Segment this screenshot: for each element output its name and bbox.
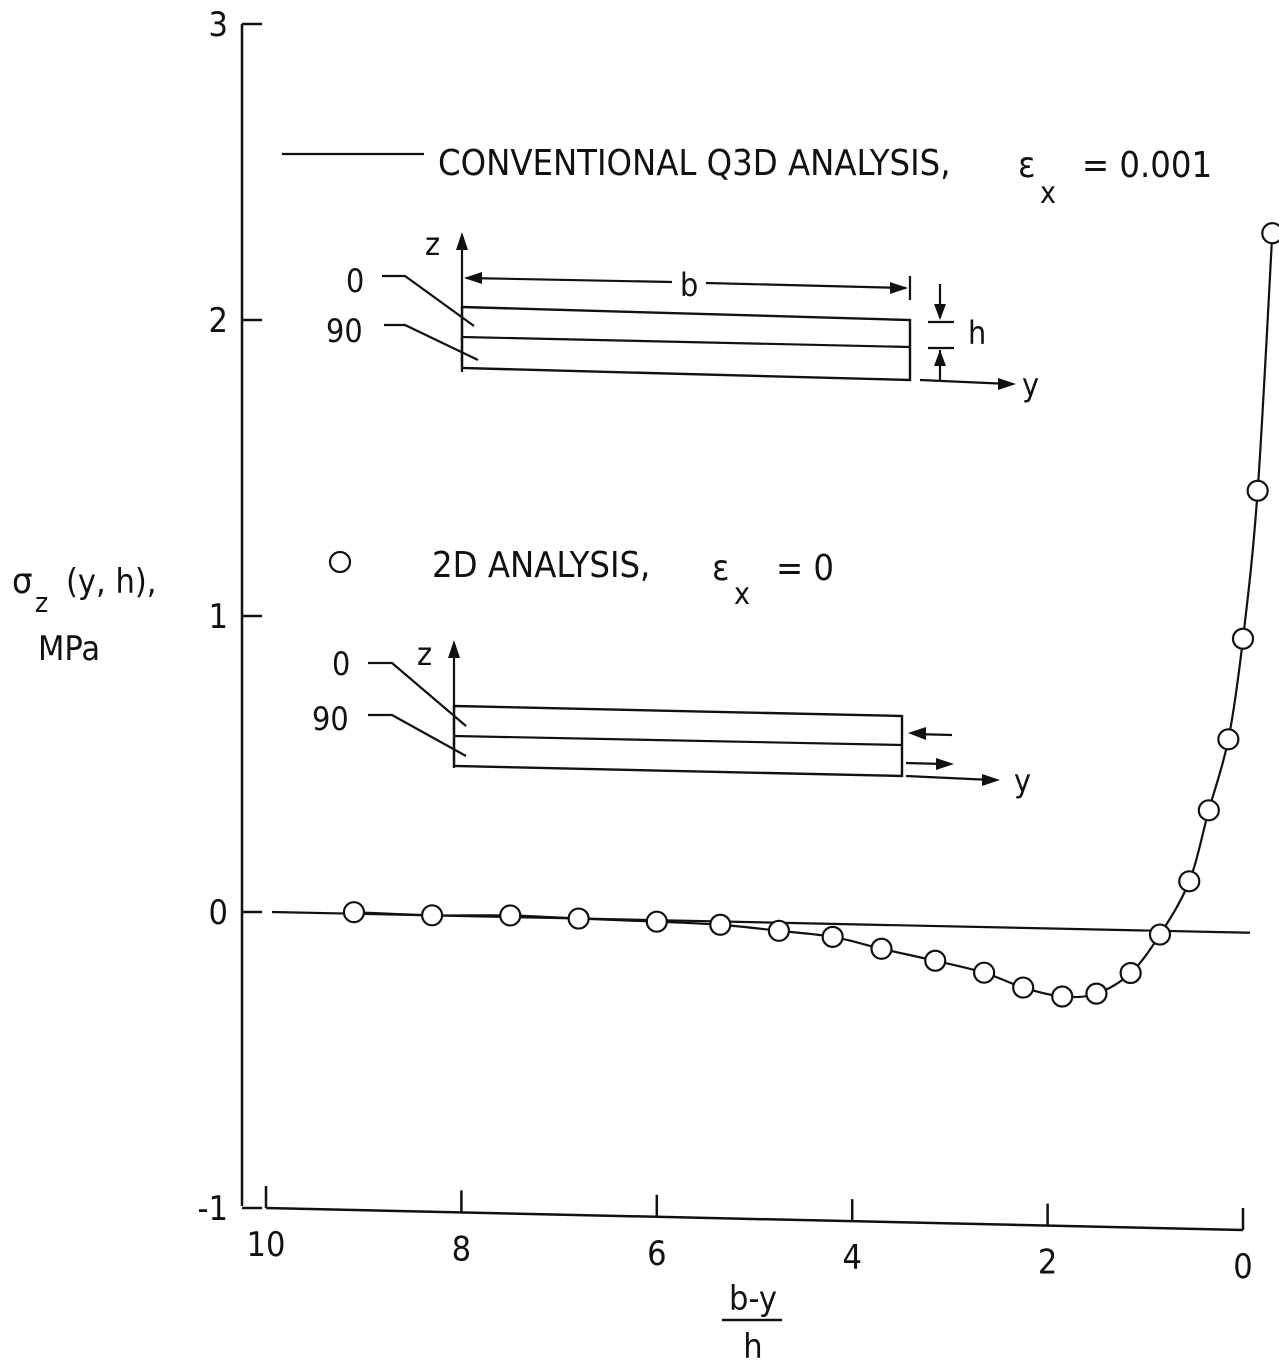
2d-series-point xyxy=(1178,870,1201,893)
inset-top-b-label: b xyxy=(680,266,698,304)
x-tick-label: 6 xyxy=(647,1234,666,1274)
inset-top-ply-0-leader xyxy=(382,274,475,327)
legend-circle-eps-sub: x xyxy=(734,577,750,612)
x-tick-label: 0 xyxy=(1233,1247,1252,1287)
y-label-unit: MPa xyxy=(38,629,100,669)
x-tick-label: 2 xyxy=(1038,1243,1057,1283)
inset-top-b-arrow-left xyxy=(464,272,482,284)
x-axis-label: b-y h xyxy=(722,1279,782,1363)
inset-top-b-dim-right xyxy=(705,281,907,290)
2d-series-point xyxy=(499,904,522,927)
inset-bottom-ply-0-leader xyxy=(368,661,467,727)
legend-circle-entry: 2D ANALYSIS, ε x = 0 xyxy=(328,545,834,612)
2d-series-point xyxy=(709,913,732,936)
inset-bottom-z-arrowhead xyxy=(448,640,460,658)
inset-bottom-y-arrowhead xyxy=(982,774,1000,786)
2d-series-point xyxy=(1012,976,1035,999)
y-tick-label: 0 xyxy=(209,893,228,933)
inset-top-b-dim-left xyxy=(465,276,673,284)
inset-top-b-arrow-right xyxy=(890,282,908,294)
2d-series-line xyxy=(353,233,1274,999)
2d-series-point xyxy=(870,937,893,960)
y-label-sigma: σ xyxy=(12,561,33,602)
y-tick-label: 1 xyxy=(209,597,228,637)
inset-bottom-ply-90-label: 90 xyxy=(312,700,349,738)
legend-line-eps-value: = 0.001 xyxy=(1082,145,1212,186)
inset-top-ply-90-label: 90 xyxy=(326,312,363,350)
inset-top-y-label: y xyxy=(1022,366,1039,404)
x-label-numerator: b-y xyxy=(729,1279,777,1319)
inset-top-ply-90-leader xyxy=(384,323,479,361)
2d-series-point xyxy=(1148,923,1172,946)
legend-circle-label: 2D ANALYSIS, xyxy=(432,545,650,586)
inset-bottom-ply-90-leader xyxy=(368,713,467,757)
legend-line-eps-sub: x xyxy=(1040,176,1056,211)
2d-series-point xyxy=(1197,799,1220,822)
2d-series-point xyxy=(567,907,590,930)
2d-series-point xyxy=(645,910,668,933)
y-ticks: 3 2 1 0 -1 xyxy=(198,5,262,1229)
2d-series-point xyxy=(767,919,791,942)
inset-bottom-ply-boundary xyxy=(453,734,903,747)
inset-top-h-arrow-top xyxy=(934,304,946,320)
inset-bottom-y-label: y xyxy=(1014,762,1031,800)
legend-circle-eps: ε xyxy=(712,548,730,589)
legend-circle-eps-value: = 0 xyxy=(776,548,834,589)
x-tick-label: 8 xyxy=(452,1229,471,1269)
inset-top-ply-boundary xyxy=(461,335,911,349)
y-tick-label: -1 xyxy=(198,1189,229,1229)
2d-series-point xyxy=(972,961,996,984)
inset-bottom-y-axis xyxy=(905,774,993,782)
y-axis-label: σ z (y, h), MPa xyxy=(12,561,157,669)
legend-line-entry: CONVENTIONAL Q3D ANALYSIS, ε x = 0.001 xyxy=(282,143,1212,211)
x-ticks: 10 8 6 4 2 0 xyxy=(247,1186,1253,1287)
legend-line-eps: ε xyxy=(1018,145,1036,186)
x-tick-label: 4 xyxy=(842,1238,861,1278)
inset-top-y-arrowhead xyxy=(998,378,1016,390)
2d-series-point xyxy=(1246,479,1269,502)
2d-series-point xyxy=(1231,627,1255,650)
inset-top-h-label: h xyxy=(968,314,986,352)
legend-line-label: CONVENTIONAL Q3D ANALYSIS, xyxy=(438,143,951,184)
2d-series-point xyxy=(1217,728,1240,751)
2d-series-point xyxy=(1051,985,1074,1008)
inset-top-h-arrow-bottom xyxy=(934,350,946,366)
inset-top-y-axis xyxy=(919,378,1011,386)
y-label-args: (y, h), xyxy=(66,562,157,602)
inset-bottom-z-label: z xyxy=(417,635,432,673)
2d-series-point xyxy=(1261,222,1279,245)
series-group xyxy=(271,222,1279,1008)
inset-bottom-diagram: z y 0 90 xyxy=(312,635,1031,800)
2d-series-point xyxy=(821,925,844,948)
2d-series-point xyxy=(1085,982,1108,1005)
inset-top-ply-0-label: 0 xyxy=(346,262,364,300)
inset-bottom-laminate xyxy=(452,704,904,778)
inset-top-diagram: z b h y 0 90 xyxy=(326,225,1039,404)
x-axis-line xyxy=(265,1206,1244,1232)
2d-series-point xyxy=(342,901,366,924)
inset-top-laminate xyxy=(460,305,912,382)
x-tick-label: 10 xyxy=(247,1225,286,1265)
2d-series-point xyxy=(924,949,947,972)
y-tick-label: 3 xyxy=(209,5,228,45)
inset-bottom-ply-0-label: 0 xyxy=(332,645,350,683)
inset-bottom-edge-arrowhead-top xyxy=(908,727,926,740)
2d-series-point xyxy=(1119,961,1142,985)
inset-bottom-edge-arrowhead-bottom xyxy=(936,758,954,770)
legend-circle-swatch xyxy=(328,550,352,574)
y-tick-label: 2 xyxy=(209,301,228,341)
x-label-denominator: h xyxy=(743,1327,762,1363)
y-label-sub: z xyxy=(35,586,48,619)
inset-top-z-arrowhead xyxy=(456,232,468,250)
inset-top-z-label: z xyxy=(425,225,440,263)
2d-series-point xyxy=(420,904,444,927)
